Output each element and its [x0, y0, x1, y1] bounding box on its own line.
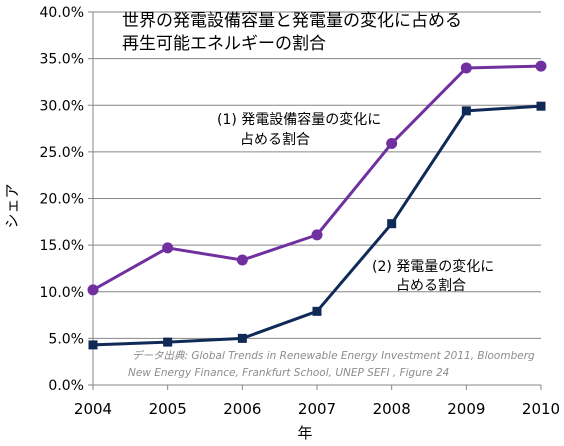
- gridlines: [93, 11, 541, 339]
- series-line-1: [92, 64, 542, 292]
- source-note-line-2: New Energy Finance, Frankfurt School, UN…: [128, 367, 449, 379]
- data-point-series-2-2006: [237, 333, 247, 343]
- data-point-series-2-2004: [88, 340, 98, 350]
- series: [87, 60, 547, 350]
- y-tick-label: 40.0%: [40, 5, 84, 21]
- data-point-series-1-2009: [460, 62, 472, 74]
- data-point-series-1-2006: [236, 254, 248, 266]
- y-tick-label: 5.0%: [48, 331, 84, 347]
- axes: [88, 11, 542, 390]
- x-tick-label: 2009: [447, 400, 485, 418]
- data-point-series-1-2008: [386, 137, 398, 149]
- chart-text: 0.0% 5.0% 10.0% 15.0% 20.0% 25.0% 30.0% 35.0% 40…: [3, 5, 560, 442]
- y-tick-label: 20.0%: [40, 192, 84, 208]
- data-point-series-2-2010: [536, 101, 546, 111]
- x-tick-label: 2005: [149, 400, 187, 418]
- y-tick-label: 35.0%: [40, 52, 84, 68]
- x-tick-label: 2004: [74, 400, 112, 418]
- series-2-label-line-2: 占める割合: [396, 277, 466, 294]
- series-1-label-line-1: (1) 発電設備容量の変化に: [217, 111, 381, 128]
- data-point-series-2-2008: [387, 219, 397, 229]
- data-point-series-1-2004: [87, 284, 99, 296]
- y-axis-title: シェア: [3, 183, 21, 228]
- x-tick-label: 2006: [223, 400, 261, 418]
- y-tick-label: 0.0%: [48, 378, 84, 394]
- chart-title-line-2: 再生可能エネルギーの割合: [122, 34, 326, 54]
- y-tick-label: 15.0%: [40, 238, 84, 254]
- series-2-label-line-1: (2) 発電量の変化に: [372, 258, 494, 275]
- x-tick-label: 2010: [522, 400, 560, 418]
- data-point-series-1-2007: [311, 229, 323, 241]
- series-1-label-line-2: 占める割合: [240, 131, 310, 148]
- chart-title-line-1: 世界の発電設備容量と発電量の変化に占める: [122, 11, 462, 31]
- source-note-line-1: データ出典: Global Trends in Renewable Energy…: [132, 350, 535, 362]
- data-point-series-2-2009: [461, 106, 471, 116]
- data-point-series-1-2010: [535, 60, 547, 72]
- y-tick-label: 10.0%: [40, 285, 84, 301]
- x-axis-title: 年: [297, 424, 312, 442]
- data-point-series-1-2005: [162, 242, 174, 254]
- data-point-series-2-2007: [312, 306, 322, 316]
- x-tick-label: 2007: [298, 400, 336, 418]
- x-tick-label: 2008: [373, 400, 411, 418]
- y-tick-label: 30.0%: [40, 98, 84, 114]
- y-tick-label: 25.0%: [40, 145, 84, 161]
- data-point-series-2-2005: [163, 337, 173, 347]
